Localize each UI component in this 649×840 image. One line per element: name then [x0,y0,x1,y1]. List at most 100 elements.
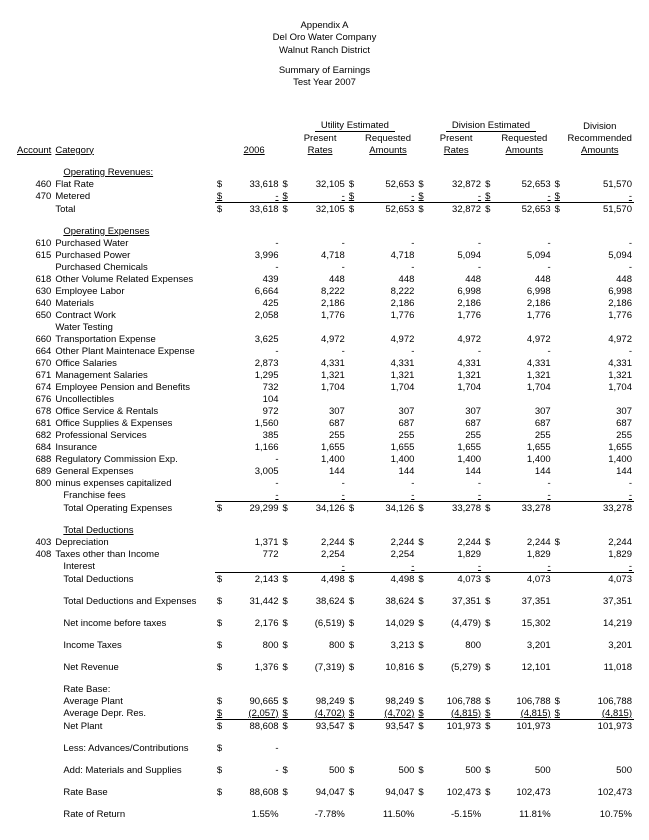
value-cell: 4,718 [360,249,417,261]
value-cell: 2,244 [429,536,483,548]
currency-cell [281,261,294,273]
value-cell [429,393,483,405]
table-row [15,607,634,617]
currency-cell [347,417,360,429]
table-row: 688Regulatory Commission Exp.-1,4001,400… [15,453,634,465]
value-cell: - [293,345,346,357]
currency-cell: $ [347,707,360,720]
account-cell [15,261,53,273]
currency-cell [483,393,496,405]
table-row: 674Employee Pension and Benefits7321,704… [15,381,634,393]
table-row: 689General Expenses3,005144144144144144 [15,465,634,477]
value-cell: 2,254 [293,548,346,560]
value-cell: 307 [360,405,417,417]
value-cell: 8,222 [293,285,346,297]
value-cell: 1,321 [293,369,346,381]
value-cell: 307 [496,405,553,417]
currency-cell [281,393,294,405]
value-cell [228,683,281,695]
currency-cell [281,405,294,417]
value-cell: 1,704 [360,381,417,393]
currency-cell [215,393,228,405]
currency-cell [416,683,429,695]
currency-cell [215,489,228,502]
value-cell: (7,319) [293,661,346,673]
currency-cell: $ [215,742,228,754]
table-row: 671Management Salaries1,2951,3211,3211,3… [15,369,634,381]
value-cell [360,321,417,333]
value-cell: (6,519) [293,617,346,629]
value-cell: 4,331 [293,357,346,369]
table-row [15,629,634,639]
currency-cell [281,560,294,573]
value-cell: 4,498 [360,572,417,585]
account-cell [15,202,53,215]
currency-cell: $ [483,202,496,215]
value-cell: 37,351 [496,595,553,607]
header-line-1: Appendix A [15,20,634,32]
value-cell: 4,331 [360,357,417,369]
category-cell: Less: Advances/Contributions [53,742,215,754]
currency-cell: $ [281,707,294,720]
header-line-5: Test Year 2007 [15,77,634,89]
currency-cell [347,429,360,441]
value-cell: - [228,237,281,249]
value-cell: - [429,489,483,502]
currency-cell [281,683,294,695]
value-cell: 1,400 [429,453,483,465]
currency-cell [416,548,429,560]
value-cell [293,742,346,754]
earnings-table: Utility Estimated Division Estimated Div… [15,120,634,820]
currency-cell: $ [416,764,429,776]
table-row [15,673,634,683]
currency-cell: $ [281,617,294,629]
currency-cell [347,357,360,369]
table-row: 684Insurance1,1661,6551,6551,6551,6551,6… [15,441,634,453]
col-amounts-1: Amounts [360,144,417,156]
value-cell: 2,186 [496,297,553,309]
category-cell: Purchased Chemicals [53,261,215,273]
currency-cell [281,249,294,261]
currency-cell: $ [553,707,566,720]
value-cell: 98,249 [293,695,346,707]
value-cell: 38,624 [360,595,417,607]
value-cell: 32,872 [429,202,483,215]
currency-cell [416,405,429,417]
table-row: 681Office Supplies & Expenses1,560687687… [15,417,634,429]
currency-cell: $ [281,595,294,607]
table-row: Rate of Return1.55%-7.78%11.50%-5.15%11.… [15,808,634,820]
account-cell [15,501,53,514]
value-cell: - [566,237,635,249]
currency-cell: $ [483,617,496,629]
currency-cell [553,381,566,393]
category-cell: Insurance [53,441,215,453]
currency-cell [281,489,294,502]
currency-cell [553,417,566,429]
category-cell: Water Testing [53,321,215,333]
value-cell: - [360,345,417,357]
account-cell: 671 [15,369,53,381]
currency-cell [553,548,566,560]
currency-cell [553,465,566,477]
value-cell: 33,618 [228,202,281,215]
currency-cell [281,357,294,369]
currency-cell [483,560,496,573]
category-cell: minus expenses capitalized [53,477,215,489]
value-cell: -5.15% [429,808,483,820]
currency-cell [553,742,566,754]
table-row: Average Plant$90,665$98,249$98,249$106,7… [15,695,634,707]
value-cell: 102,473 [566,786,635,798]
value-cell: 500 [293,764,346,776]
value-cell: 101,973 [496,719,553,732]
value-cell: 144 [429,465,483,477]
value-cell [293,683,346,695]
table-row: Purchased Chemicals------ [15,261,634,273]
category-cell: Add: Materials and Supplies [53,764,215,776]
value-cell: 2,873 [228,357,281,369]
value-cell: 255 [293,429,346,441]
category-cell: Purchased Power [53,249,215,261]
value-cell: - [228,742,281,754]
value-cell: 93,547 [293,719,346,732]
value-cell: (4,702) [293,707,346,720]
col-present-2: Present [429,132,483,144]
